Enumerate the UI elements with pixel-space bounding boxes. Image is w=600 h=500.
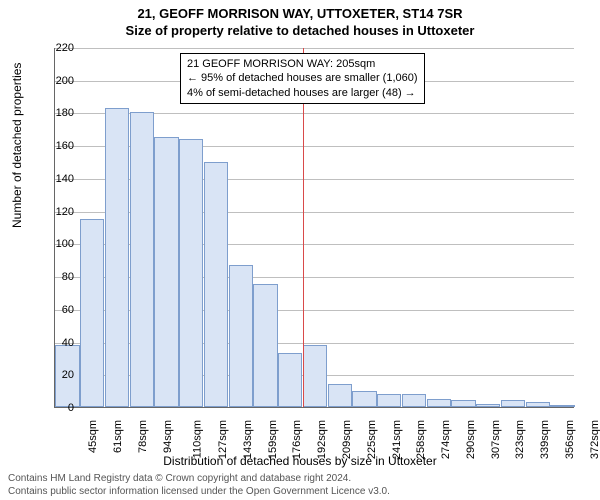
x-tick: 176sqm bbox=[292, 420, 304, 459]
histogram-bar bbox=[229, 265, 253, 407]
histogram-bar bbox=[154, 137, 178, 407]
annotation-line2: ← 95% of detached houses are smaller (1,… bbox=[187, 71, 418, 85]
y-tick: 180 bbox=[56, 107, 74, 119]
histogram-bar bbox=[253, 284, 277, 407]
y-tick: 200 bbox=[56, 75, 74, 87]
footer: Contains HM Land Registry data © Crown c… bbox=[8, 473, 592, 498]
histogram-bar bbox=[105, 108, 129, 407]
x-tick: 143sqm bbox=[242, 420, 254, 459]
x-tick: 45sqm bbox=[87, 420, 99, 453]
x-tick: 323sqm bbox=[514, 420, 526, 459]
y-tick: 60 bbox=[62, 304, 74, 316]
y-tick: 40 bbox=[62, 337, 74, 349]
y-tick: 120 bbox=[56, 206, 74, 218]
x-tick: 258sqm bbox=[415, 420, 427, 459]
footer-line1: Contains HM Land Registry data © Crown c… bbox=[8, 473, 592, 486]
x-tick: 127sqm bbox=[217, 420, 229, 459]
histogram-bar bbox=[278, 353, 302, 407]
histogram-bar bbox=[476, 404, 500, 407]
y-tick: 160 bbox=[56, 140, 74, 152]
histogram-bar bbox=[303, 345, 327, 407]
y-tick: 20 bbox=[62, 369, 74, 381]
x-tick: 372sqm bbox=[589, 420, 600, 459]
histogram-bar bbox=[402, 394, 426, 407]
histogram-bar bbox=[377, 394, 401, 407]
y-tick: 80 bbox=[62, 271, 74, 283]
x-tick: 78sqm bbox=[137, 420, 149, 453]
histogram-bar bbox=[451, 400, 475, 407]
x-tick: 290sqm bbox=[465, 420, 477, 459]
y-tick: 0 bbox=[68, 402, 74, 414]
x-tick: 241sqm bbox=[391, 420, 403, 459]
x-tick: 94sqm bbox=[162, 420, 174, 453]
chart-area: 21 GEOFF MORRISON WAY: 205sqm ← 95% of d… bbox=[54, 48, 574, 408]
address-title: 21, GEOFF MORRISON WAY, UTTOXETER, ST14 … bbox=[0, 6, 600, 21]
y-tick: 140 bbox=[56, 173, 74, 185]
gridline bbox=[55, 48, 574, 49]
histogram-bar bbox=[352, 391, 376, 407]
histogram-bar bbox=[550, 405, 574, 407]
histogram-bar bbox=[179, 139, 203, 407]
x-tick: 339sqm bbox=[539, 420, 551, 459]
histogram-bar bbox=[427, 399, 451, 407]
x-tick: 110sqm bbox=[192, 420, 204, 458]
y-tick: 220 bbox=[56, 42, 74, 54]
histogram-bar bbox=[526, 402, 550, 407]
x-tick: 307sqm bbox=[490, 420, 502, 459]
histogram-bar bbox=[130, 112, 154, 407]
x-tick: 225sqm bbox=[366, 420, 378, 459]
x-tick: 356sqm bbox=[564, 420, 576, 459]
y-axis-label: Number of detached properties bbox=[10, 63, 24, 228]
x-tick: 274sqm bbox=[440, 420, 452, 459]
footer-line2: Contains public sector information licen… bbox=[8, 486, 592, 499]
y-tick: 100 bbox=[56, 238, 74, 250]
annotation-box: 21 GEOFF MORRISON WAY: 205sqm ← 95% of d… bbox=[180, 53, 425, 104]
subtitle: Size of property relative to detached ho… bbox=[0, 23, 600, 38]
x-tick: 61sqm bbox=[112, 420, 124, 453]
histogram-bar bbox=[204, 162, 228, 407]
x-tick: 209sqm bbox=[341, 420, 353, 459]
x-tick: 192sqm bbox=[316, 420, 328, 459]
x-tick: 159sqm bbox=[267, 420, 279, 459]
annotation-line3: 4% of semi-detached houses are larger (4… bbox=[187, 86, 418, 100]
title-block: 21, GEOFF MORRISON WAY, UTTOXETER, ST14 … bbox=[0, 0, 600, 38]
histogram-bar bbox=[80, 219, 104, 407]
histogram-bar bbox=[501, 400, 525, 407]
annotation-line1: 21 GEOFF MORRISON WAY: 205sqm bbox=[187, 57, 418, 71]
histogram-bar bbox=[328, 384, 352, 407]
